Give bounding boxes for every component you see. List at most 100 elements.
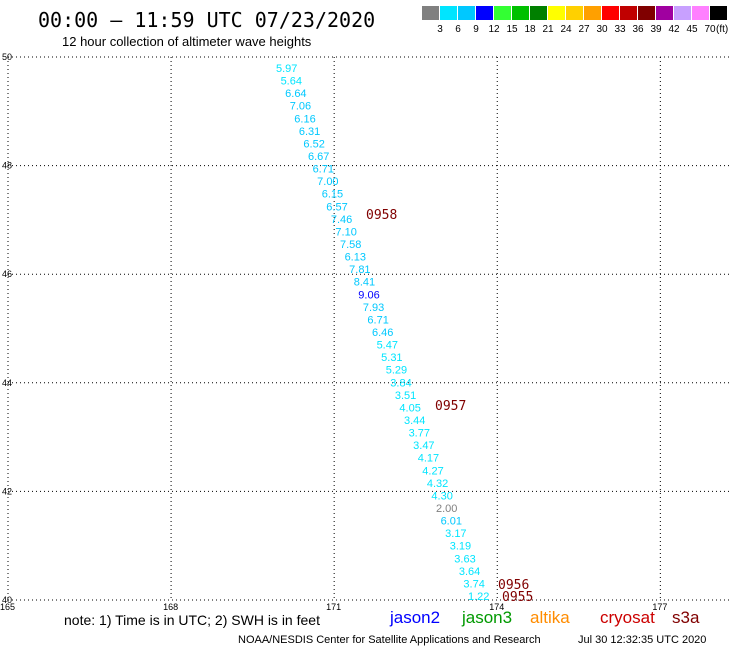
wave-height-value: 6.13 — [345, 252, 366, 264]
scale-label: 27 — [578, 24, 590, 35]
wave-height-value: 7.46 — [331, 214, 352, 226]
pass-time-label: 0958 — [366, 208, 397, 223]
wave-height-value: 6.16 — [294, 113, 315, 125]
latitude-label: 46 — [2, 269, 12, 279]
scale-swatch — [674, 6, 692, 20]
scale-label: 18 — [524, 24, 536, 35]
latitude-label: 44 — [2, 378, 12, 388]
scale-swatch — [656, 6, 674, 20]
scale-label: 36 — [632, 24, 644, 35]
scale-swatch — [602, 6, 620, 20]
pass-time-label: 0957 — [435, 399, 466, 414]
satellite-jason3: jason3 — [462, 608, 513, 627]
note-text: note: 1) Time is in UTC; 2) SWH is in fe… — [64, 612, 320, 628]
wave-height-value: 3.44 — [404, 415, 425, 427]
scale-label: 3 — [437, 24, 443, 35]
wave-height-value: 7.81 — [349, 264, 370, 276]
wave-height-value: 3.74 — [463, 578, 484, 590]
wave-height-value: 5.64 — [281, 76, 302, 88]
scale-swatch — [692, 6, 710, 20]
scale-label: 42 — [668, 24, 680, 35]
scale-swatch — [512, 6, 530, 20]
scale-label: 45 — [686, 24, 698, 35]
chart-subtitle: 12 hour collection of altimeter wave hei… — [62, 34, 312, 49]
wave-height-value: 6.15 — [322, 189, 343, 201]
wave-height-value: 7.93 — [363, 302, 384, 314]
wave-height-value: 7.10 — [335, 226, 356, 238]
wave-height-value: 7.00 — [317, 176, 338, 188]
longitude-label: 165 — [0, 602, 15, 612]
scale-label: 9 — [473, 24, 479, 35]
scale-label: 39 — [650, 24, 662, 35]
scale-label: 70 — [704, 24, 716, 35]
wave-height-value: 4.05 — [399, 402, 420, 414]
wave-height-value: 5.97 — [276, 63, 297, 75]
latitude-label: 42 — [2, 486, 12, 496]
satellite-jason2: jason2 — [390, 608, 441, 627]
wave-height-value: 3.17 — [445, 528, 466, 540]
scale-swatch — [494, 6, 512, 20]
scale-swatch — [422, 6, 440, 20]
wave-height-value: 4.17 — [418, 453, 439, 465]
longitude-label: 177 — [652, 602, 667, 612]
footer-timestamp: Jul 30 12:32:35 UTC 2020 — [578, 634, 707, 646]
wave-height-value: 5.31 — [381, 352, 402, 364]
satellite-altika: altika — [530, 608, 570, 627]
wave-height-value: 6.46 — [372, 327, 393, 339]
scale-unit: (ft) — [716, 24, 729, 35]
wave-height-value: 7.58 — [340, 239, 361, 251]
scale-swatch — [566, 6, 584, 20]
scale-swatch — [620, 6, 638, 20]
wave-height-value: 5.29 — [386, 365, 407, 377]
footer-agency: NOAA/NESDIS Center for Satellite Applica… — [238, 634, 541, 646]
wave-height-value: 2.00 — [436, 503, 457, 515]
wave-height-value: 3.47 — [413, 440, 434, 452]
longitude-label: 168 — [163, 602, 178, 612]
scale-swatch — [476, 6, 494, 20]
scale-swatch — [530, 6, 548, 20]
wave-height-value: 3.77 — [409, 428, 430, 440]
scale-swatch — [458, 6, 476, 20]
scale-swatch — [440, 6, 458, 20]
wave-height-value: 4.27 — [422, 465, 443, 477]
scale-label: 24 — [560, 24, 572, 35]
longitude-label: 174 — [489, 602, 504, 612]
latitude-label: 48 — [2, 161, 12, 171]
wave-height-value: 3.51 — [395, 390, 416, 402]
wave-height-value: 6.52 — [303, 138, 324, 150]
wave-height-value: 9.06 — [358, 289, 379, 301]
wave-height-value: 3.84 — [390, 377, 411, 389]
scale-label: 15 — [506, 24, 518, 35]
scale-label: 33 — [614, 24, 626, 35]
wave-height-value: 6.71 — [367, 314, 388, 326]
wave-height-value: 6.64 — [285, 88, 306, 100]
wave-height-value: 4.30 — [431, 490, 452, 502]
scale-swatch — [710, 6, 728, 20]
wave-height-value: 3.63 — [454, 553, 475, 565]
wave-height-value: 3.64 — [459, 566, 480, 578]
satellite-s3a: s3a — [672, 608, 700, 627]
wave-height-value: 7.06 — [290, 101, 311, 113]
scale-swatch — [548, 6, 566, 20]
pass-time-label: 0955 — [502, 590, 533, 605]
wave-height-value: 3.19 — [450, 541, 471, 553]
wave-height-value: 6.57 — [326, 201, 347, 213]
wave-height-value: 6.31 — [299, 126, 320, 138]
wave-height-value: 6.01 — [441, 516, 462, 528]
scale-label: 30 — [596, 24, 608, 35]
pass-time-label: 0956 — [498, 578, 529, 593]
wave-height-value: 6.71 — [313, 164, 334, 176]
wave-height-value: 5.47 — [377, 340, 398, 352]
scale-swatch — [638, 6, 656, 20]
scale-label: 6 — [455, 24, 461, 35]
wave-height-value: 6.67 — [308, 151, 329, 163]
wave-height-value: 1.22 — [468, 591, 489, 603]
chart-title: 00:00 – 11:59 UTC 07/23/2020 — [38, 8, 376, 32]
wave-height-value: 8.41 — [354, 277, 375, 289]
scale-swatch — [584, 6, 602, 20]
latitude-label: 40 — [2, 595, 12, 605]
latitude-label: 50 — [2, 52, 12, 62]
scale-label: 21 — [542, 24, 554, 35]
wave-height-value: 4.32 — [427, 478, 448, 490]
